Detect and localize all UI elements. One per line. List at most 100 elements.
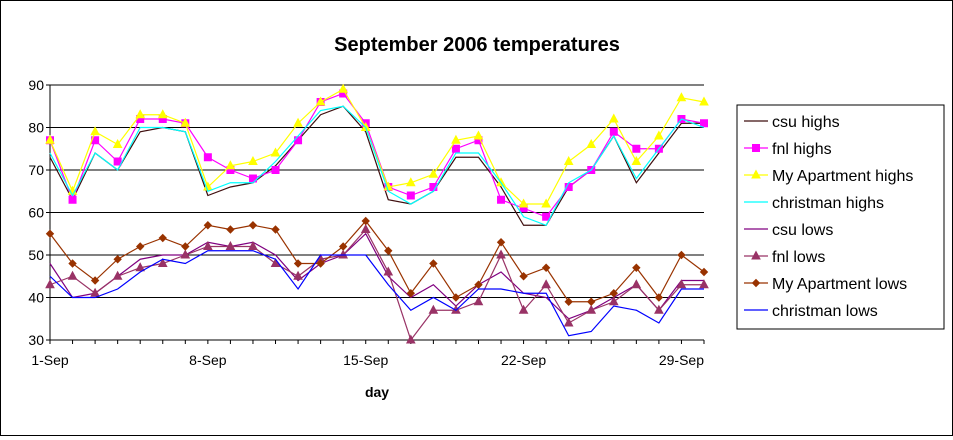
data-point-fnl-highs (113, 157, 122, 166)
data-point-fnl-highs (203, 153, 212, 162)
data-point-fnl-lows (293, 270, 303, 280)
data-point-fnl-lows (676, 279, 687, 289)
data-point-fnl-highs (68, 195, 77, 204)
data-point-fnl-lows (699, 279, 709, 289)
data-point-my-apartment-lows (45, 229, 55, 238)
data-point-my-apartment-lows (203, 221, 213, 230)
y-tick-label: 90 (28, 77, 44, 93)
data-point-my-apartment-highs (180, 117, 191, 127)
data-point-fnl-lows (608, 296, 619, 306)
data-point-my-apartment-lows (429, 259, 438, 268)
data-point-my-apartment-lows (316, 259, 325, 268)
data-point-fnl-lows (338, 249, 349, 259)
data-point-my-apartment-highs (428, 168, 439, 178)
data-point-my-apartment-highs (654, 130, 664, 140)
data-point-my-apartment-highs (270, 147, 281, 157)
data-point-fnl-lows (496, 249, 506, 259)
y-tick-label: 40 (28, 290, 44, 306)
data-point-my-apartment-lows (609, 289, 619, 298)
series-line-csu-lows (49, 232, 704, 320)
data-point-fnl-lows (90, 287, 100, 297)
data-point-fnl-lows (563, 317, 574, 327)
data-point-fnl-lows (180, 249, 191, 259)
legend-label-christman-lows: christman lows (772, 303, 878, 320)
series-line-christman-lows (49, 250, 704, 337)
data-point-my-apartment-highs (338, 83, 349, 93)
data-point-my-apartment-lows (135, 242, 145, 251)
data-point-my-apartment-lows (406, 289, 416, 298)
chart-title: September 2006 temperatures (334, 34, 620, 56)
x-tick-label: 29-Sep (659, 352, 704, 368)
data-point-fnl-lows (203, 240, 213, 250)
series-line-christman-highs (49, 105, 705, 226)
data-point-my-apartment-highs (135, 109, 146, 119)
data-point-fnl-lows (631, 279, 642, 289)
data-point-my-apartment-lows (248, 221, 258, 230)
data-point-fnl-highs (497, 195, 506, 204)
data-point-my-apartment-lows (271, 225, 280, 234)
data-point-fnl-lows (654, 304, 664, 314)
data-point-my-apartment-highs (112, 138, 123, 148)
data-point-my-apartment-lows (474, 280, 483, 289)
data-point-fnl-highs (542, 212, 551, 221)
data-point-fnl-lows (405, 334, 416, 344)
data-point-fnl-highs (632, 144, 641, 153)
data-point-my-apartment-lows (587, 297, 596, 306)
data-point-my-apartment-highs (45, 134, 55, 144)
data-point-fnl-highs (700, 119, 708, 128)
data-point-my-apartment-lows (226, 225, 235, 234)
data-point-my-apartment-highs (473, 130, 484, 140)
series-line-fnl-lows (49, 228, 704, 342)
data-point-my-apartment-lows (361, 216, 370, 226)
data-point-my-apartment-highs (563, 155, 574, 165)
x-tick-label: 15-Sep (343, 352, 388, 368)
data-point-my-apartment-lows (338, 242, 348, 251)
data-point-my-apartment-highs (518, 198, 529, 208)
data-point-my-apartment-lows (384, 246, 393, 255)
data-point-my-apartment-highs (608, 113, 619, 123)
data-point-fnl-lows (112, 270, 123, 280)
data-point-fnl-highs (451, 144, 460, 153)
data-point-my-apartment-lows (496, 238, 506, 247)
y-tick-label: 30 (28, 332, 44, 348)
data-point-my-apartment-lows (699, 267, 709, 277)
data-point-my-apartment-lows (113, 255, 122, 264)
data-point-my-apartment-lows (632, 263, 641, 272)
x-tick-label: 22-Sep (501, 352, 546, 368)
legend-marker-fnl-highs (752, 144, 760, 152)
data-point-my-apartment-lows (293, 259, 303, 268)
data-point-my-apartment-lows (158, 233, 167, 243)
data-point-my-apartment-lows (519, 272, 528, 281)
data-point-my-apartment-highs (157, 109, 168, 119)
data-point-fnl-lows (586, 304, 597, 314)
legend-box (736, 104, 945, 330)
data-point-my-apartment-highs (248, 155, 258, 165)
legend-label-christman-highs: christman highs (772, 195, 884, 212)
data-point-my-apartment-lows (68, 259, 77, 268)
legend-label-csu-highs: csu highs (772, 114, 840, 131)
data-point-my-apartment-lows (90, 276, 100, 285)
data-point-my-apartment-highs (676, 92, 687, 102)
data-point-my-apartment-highs (586, 138, 597, 148)
legend-label-fnl-lows: fnl lows (772, 249, 825, 266)
data-point-fnl-lows (518, 304, 529, 314)
data-point-fnl-lows (541, 279, 551, 289)
series-line-my-apartment-lows (49, 220, 705, 303)
legend-label-my-apartment-highs: My Apartment highs (772, 168, 913, 185)
y-tick-label: 50 (28, 247, 44, 263)
data-point-fnl-lows (45, 279, 55, 289)
series-line-my-apartment-highs (49, 88, 705, 205)
legend-marker-fnl-lows (751, 250, 761, 260)
data-point-my-apartment-highs (541, 198, 551, 208)
data-point-my-apartment-lows (181, 242, 190, 251)
data-point-my-apartment-highs (293, 117, 303, 127)
data-point-fnl-lows (248, 240, 258, 250)
data-point-fnl-lows (383, 266, 394, 276)
legend: csu highs fnl highs My Apartment highs chri… (736, 104, 945, 330)
data-point-my-apartment-highs (631, 155, 642, 165)
data-point-fnl-highs (609, 127, 618, 136)
y-tick-label: 80 (28, 120, 44, 136)
legend-label-my-apartment-lows: My Apartment lows (772, 276, 907, 293)
